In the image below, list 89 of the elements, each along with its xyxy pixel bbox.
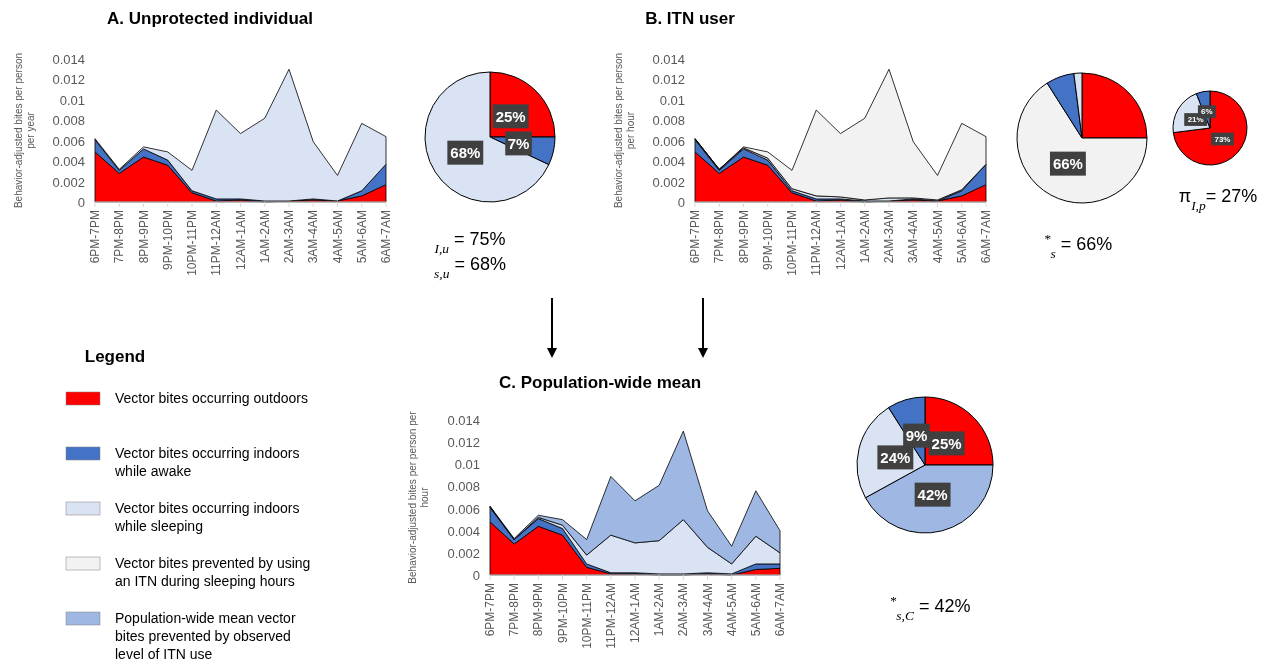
legend-label: Vector bites occurring indoors while awake bbox=[114, 445, 300, 479]
x-tick-label: 6AM-7AM bbox=[379, 210, 393, 264]
x-tick-label: 2AM-3AM bbox=[882, 210, 896, 264]
y-tick-label: 0 bbox=[472, 568, 480, 583]
y-tick-label: 0.002 bbox=[447, 545, 480, 561]
chart-title: A. Unprotected individual bbox=[107, 9, 313, 28]
x-tick-label: 1AM-2AM bbox=[257, 210, 272, 264]
x-tick-label: 4AM-5AM bbox=[724, 583, 739, 637]
x-tick-label: 11PM-12AM bbox=[603, 583, 618, 649]
y-tick-label: 0.014 bbox=[652, 52, 685, 67]
x-tick-label: 2AM-3AM bbox=[676, 583, 691, 637]
x-tick-label: 3AM-4AM bbox=[306, 210, 321, 264]
x-tick-label: 6PM-7PM bbox=[688, 210, 702, 264]
y-tick-label: 0.002 bbox=[652, 174, 685, 190]
data-label: 73% bbox=[1214, 134, 1231, 144]
y-tick-label: 0.01 bbox=[454, 457, 480, 473]
data-label: 68% bbox=[450, 143, 481, 161]
x-tick-label: 6PM-7PM bbox=[88, 210, 102, 264]
x-tick-label: 10PM-11PM bbox=[185, 210, 199, 276]
x-tick-label: 5AM-6AM bbox=[354, 210, 369, 264]
x-tick-label: 1AM-2AM bbox=[857, 210, 872, 264]
x-tick-label: 11PM-12AM bbox=[209, 210, 224, 276]
x-tick-label: 12AM-1AM bbox=[628, 583, 642, 644]
y-tick-label: 0.006 bbox=[447, 501, 480, 517]
text: π$_{I,p}$= 27% bbox=[1178, 186, 1258, 213]
x-tick-label: 4AM-5AM bbox=[330, 210, 345, 264]
y-tick-label: 0.006 bbox=[652, 133, 685, 149]
x-tick-label: 12AM-1AM bbox=[833, 210, 848, 271]
y-tick-label: 0.01 bbox=[659, 92, 685, 108]
data-label: 66% bbox=[1052, 154, 1083, 172]
data-label: 42% bbox=[917, 485, 948, 503]
x-tick-label: 3AM-4AM bbox=[700, 583, 715, 637]
x-tick-label: 3AM-4AM bbox=[906, 210, 921, 264]
legend-label: Vector bites prevented by using an ITN during sleeping hours bbox=[115, 555, 311, 589]
y-tick-label: 0.012 bbox=[447, 435, 480, 451]
x-tick-label: 5AM-6AM bbox=[748, 583, 763, 637]
legend-label: Population-wide mean vector bites prevented by observed level of ITN use bbox=[115, 610, 296, 662]
y-tick-label: 0.01 bbox=[59, 92, 85, 108]
x-tick-label: 6AM-7AM bbox=[773, 583, 787, 637]
y-tick-label: 0.012 bbox=[52, 72, 85, 88]
x-tick-label: 9PM-10PM bbox=[160, 210, 175, 271]
y-tick-label: 0.004 bbox=[652, 154, 685, 170]
x-tick-label: 2AM-3AM bbox=[282, 210, 296, 264]
data-label: 9% bbox=[905, 426, 928, 444]
x-tick-label: 12AM-1AM bbox=[233, 210, 248, 271]
text: $_{s,u}$ = 68% bbox=[434, 254, 506, 281]
y-tick-label: 0.002 bbox=[52, 174, 85, 190]
x-tick-label: 6PM-7PM bbox=[483, 583, 497, 637]
pie-slice bbox=[1172, 90, 1248, 166]
x-tick-label: 9PM-10PM bbox=[760, 210, 775, 271]
y-tick-label: 0.014 bbox=[447, 413, 480, 428]
data-label: 25% bbox=[931, 434, 962, 452]
y-axis-title: Behavior-adjusted bites per person per year bbox=[13, 52, 36, 209]
x-tick-label: 7PM-8PM bbox=[712, 210, 727, 264]
chart-title: B. ITN user bbox=[645, 9, 736, 28]
x-tick-label: 8PM-9PM bbox=[531, 583, 546, 637]
x-tick-label: 7PM-8PM bbox=[507, 583, 522, 637]
data-label: 6% bbox=[1201, 107, 1213, 117]
y-tick-label: 0 bbox=[677, 195, 685, 210]
x-tick-label: 8PM-9PM bbox=[136, 210, 151, 264]
y-tick-label: 0.004 bbox=[447, 523, 480, 539]
y-tick-label: 0.014 bbox=[52, 52, 85, 67]
x-tick-label: 11PM-12AM bbox=[809, 210, 824, 276]
y-tick-label: 0.006 bbox=[52, 133, 85, 149]
x-tick-label: 9PM-10PM bbox=[555, 583, 570, 644]
text: Legend bbox=[84, 347, 146, 366]
y-axis-title: Behavior-adjusted bites per person per hour bbox=[613, 52, 636, 209]
x-tick-label: 10PM-11PM bbox=[579, 583, 594, 649]
y-tick-label: 0.008 bbox=[652, 113, 685, 129]
y-tick-label: 0.004 bbox=[52, 154, 85, 170]
data-label: 24% bbox=[880, 448, 911, 466]
x-tick-label: 10PM-11PM bbox=[785, 210, 799, 276]
x-tick-label: 7PM-8PM bbox=[112, 210, 127, 264]
chart-title: C. Population-wide mean bbox=[498, 373, 702, 392]
x-tick-label: 4AM-5AM bbox=[930, 210, 945, 264]
y-tick-label: 0.012 bbox=[652, 72, 685, 88]
x-tick-label: 5AM-6AM bbox=[954, 210, 969, 264]
data-label: 7% bbox=[507, 134, 530, 152]
y-axis-title: Behavior-adjusted bites per person per hour bbox=[407, 410, 430, 584]
x-tick-label: 8PM-9PM bbox=[736, 210, 751, 264]
legend-label: Vector bites occurring outdoors bbox=[115, 390, 308, 406]
y-tick-label: 0 bbox=[77, 195, 85, 210]
legend-label: Vector bites occurring indoors while sleeping bbox=[114, 500, 300, 534]
y-tick-label: 0.008 bbox=[447, 479, 480, 495]
x-tick-label: 1AM-2AM bbox=[652, 583, 667, 637]
x-tick-label: 6AM-7AM bbox=[979, 210, 993, 264]
data-label: 25% bbox=[495, 107, 526, 125]
y-tick-label: 0.008 bbox=[52, 113, 85, 129]
text: $_{I,u}$ = 75% bbox=[433, 229, 506, 256]
